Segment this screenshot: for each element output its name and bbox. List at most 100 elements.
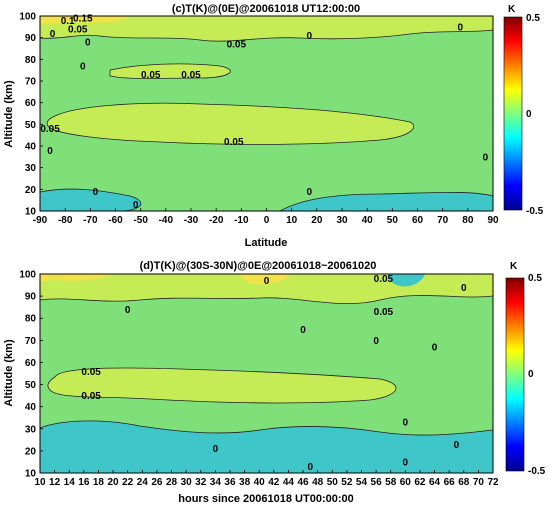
- contour-label: 0: [85, 38, 91, 49]
- panel-d-y-ticks: 10 20 30 40 50 60 70 80 90 100: [19, 270, 43, 480]
- panel-d-contour-0-bottom: [40, 420, 493, 436]
- x-tick-label: 30: [336, 215, 348, 226]
- contour-label: 0: [264, 276, 270, 287]
- y-tick-label: 70: [25, 77, 37, 88]
- panel-c-colorbar-tick-max: 0.5: [526, 13, 540, 24]
- y-tick-label: 10: [25, 207, 37, 218]
- panel-c-warm-top: [40, 16, 493, 42]
- x-tick-label: 24: [137, 477, 149, 488]
- panel-c-colorbar: [503, 16, 523, 211]
- y-tick-label: 30: [25, 424, 37, 435]
- contour-label: 0: [133, 200, 139, 211]
- contour-label: 0: [93, 187, 99, 198]
- contour-label: 0.15: [73, 14, 93, 25]
- x-tick-label: 66: [444, 477, 456, 488]
- x-tick-label: 22: [122, 477, 134, 488]
- x-tick-label: 40: [362, 215, 374, 226]
- contour-label: 0: [454, 440, 460, 451]
- x-tick-label: 62: [414, 477, 426, 488]
- contour-label: 0.05: [68, 25, 88, 36]
- contour-label: 0: [50, 29, 56, 40]
- x-tick-label: 10: [286, 215, 298, 226]
- x-tick-label: 42: [268, 477, 280, 488]
- y-tick-label: 100: [19, 12, 36, 23]
- panel-c-contour-005: [46, 102, 415, 145]
- x-tick-label: 18: [93, 477, 105, 488]
- x-tick-label: -30: [184, 215, 199, 226]
- contour-label: 0: [307, 31, 313, 42]
- panel-c-warm-band-mid: [47, 103, 414, 145]
- panel-c-xlabel: Latitude: [245, 237, 288, 249]
- y-tick-label: 80: [25, 314, 37, 325]
- x-tick-label: 30: [181, 477, 193, 488]
- x-tick-label: 20: [108, 477, 120, 488]
- panel-d-contour-labels: 0.05 0.05 0.05 0 0 0 0 0 0 0 0 0 0 0 0.05: [81, 274, 467, 473]
- x-tick-label: 70: [437, 215, 449, 226]
- panel-d-colorbar: [505, 277, 525, 472]
- panel-c-hot-top: [40, 16, 130, 25]
- x-tick-label: -70: [83, 215, 98, 226]
- contour-label: 0: [307, 187, 313, 198]
- contour-label: 0.05: [181, 70, 201, 81]
- x-tick-label: 54: [356, 477, 368, 488]
- x-tick-label: -20: [209, 215, 224, 226]
- y-tick-label: 60: [25, 358, 37, 369]
- x-tick-label: 48: [312, 477, 324, 488]
- x-tick-label: 44: [283, 477, 295, 488]
- x-tick-label: 14: [64, 477, 76, 488]
- y-tick-label: 60: [25, 98, 37, 109]
- panel-d-xlabel: hours since 20061018 UT00:00:00: [178, 493, 354, 505]
- panel-c-colorbar-unit: K: [508, 4, 516, 15]
- panel-d-frame: [39, 273, 494, 474]
- x-tick-label: -80: [58, 215, 73, 226]
- contour-label: 0.05: [227, 40, 247, 51]
- y-tick-label: 100: [19, 270, 36, 281]
- panel-d-hot-top-left: [40, 274, 110, 282]
- y-tick-label: 50: [25, 120, 37, 131]
- y-tick-label: 20: [25, 185, 37, 196]
- x-tick-label: 46: [297, 477, 309, 488]
- y-tick-label: 50: [25, 380, 37, 391]
- panel-d-contour-005: [47, 367, 397, 404]
- contour-label: 0: [125, 305, 131, 316]
- contour-label: 0: [213, 444, 219, 455]
- panel-d-hot-top-mid: [240, 274, 290, 285]
- panel-d-field: [40, 274, 493, 473]
- contour-label: 0.05: [224, 137, 244, 148]
- panel-c-colorbar-tick-min: -0.5: [526, 206, 544, 217]
- x-tick-label: -90: [33, 215, 48, 226]
- x-tick-label: 34: [210, 477, 222, 488]
- x-tick-label: 68: [458, 477, 470, 488]
- contour-label: 0.05: [374, 307, 394, 318]
- y-tick-label: 90: [25, 292, 37, 303]
- panel-d-warm-band: [47, 367, 397, 403]
- panel-c-field: [40, 16, 493, 211]
- x-tick-label: 60: [412, 215, 424, 226]
- contour-label: 0.05: [374, 274, 394, 285]
- panel-c-contour-bottom: [40, 188, 142, 211]
- x-tick-label: 36: [224, 477, 236, 488]
- y-tick-label: 40: [25, 402, 37, 413]
- y-tick-label: 40: [25, 142, 37, 153]
- contour-label: 0: [432, 342, 438, 353]
- y-tick-label: 80: [25, 55, 37, 66]
- x-tick-label: 52: [341, 477, 353, 488]
- panel-d-colorbar-tick-min: -0.5: [528, 466, 546, 477]
- contour-label: 0: [403, 418, 409, 429]
- contour-label: 0: [403, 457, 409, 468]
- panel-c-title: (c)T(K)@(0E)@20061018 UT12:00:00: [172, 3, 360, 15]
- panel-c-warm-band-70: [110, 63, 231, 79]
- x-tick-label: 12: [49, 477, 61, 488]
- panel-d-colorbar-tick-zero: 0: [528, 369, 534, 380]
- panel-d-colorbar-tick-max: 0.5: [528, 273, 542, 284]
- y-tick-label: 70: [25, 336, 37, 347]
- panel-c-contour-70: [109, 63, 231, 79]
- y-tick-label: 10: [25, 469, 37, 480]
- contour-label: 0.05: [40, 124, 60, 135]
- panel-c-x-ticks: -90 -80 -70 -60 -50 -40 -30 -20 -10 0 10 20 30 40 50 60…: [33, 208, 499, 226]
- x-tick-label: -60: [108, 215, 123, 226]
- panel-c-contour-0-top: [40, 29, 493, 42]
- contour-label: 0.05: [141, 70, 161, 81]
- panel-d-contour-0-top: [40, 294, 493, 305]
